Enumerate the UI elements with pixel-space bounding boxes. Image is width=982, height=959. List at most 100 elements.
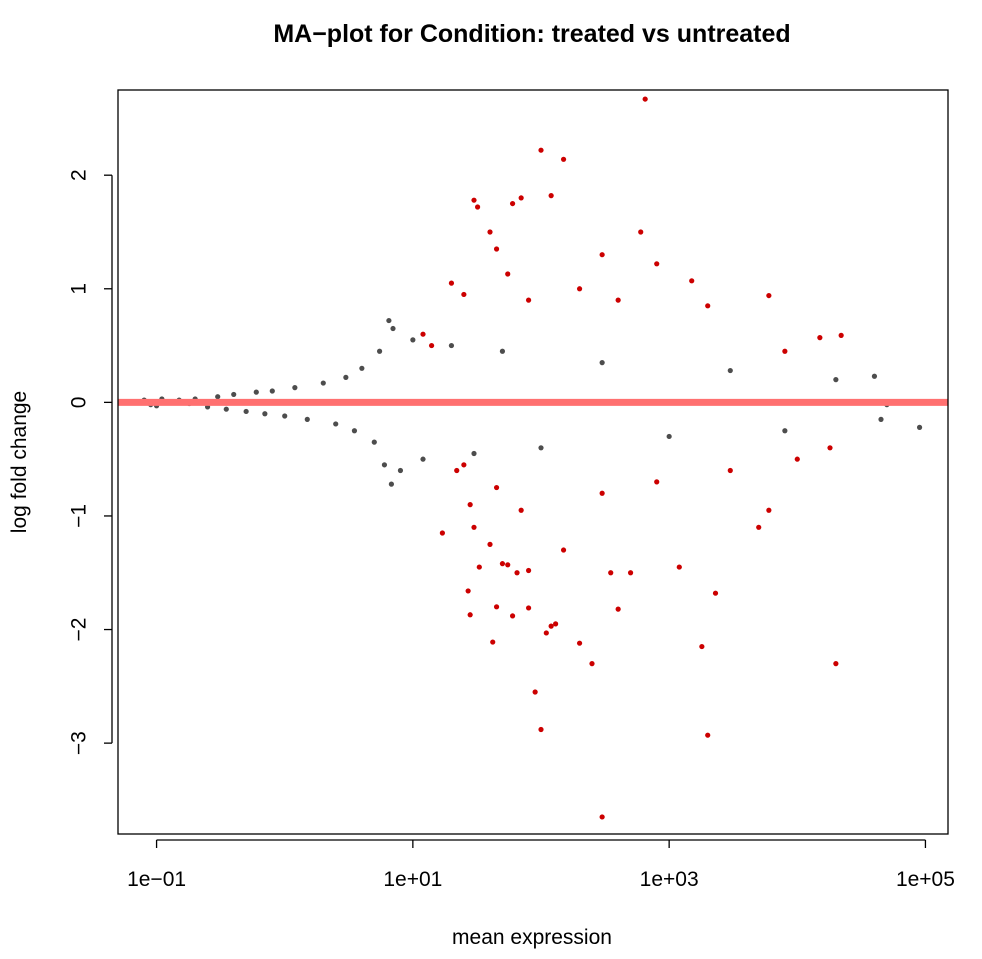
data-point <box>351 428 358 434</box>
data-point <box>538 147 544 153</box>
data-point <box>397 467 404 474</box>
y-tick-label: 2 <box>67 169 90 181</box>
data-point <box>518 195 524 201</box>
data-point <box>689 278 695 284</box>
data-point <box>615 297 621 303</box>
data-point <box>627 570 634 576</box>
data-point <box>756 524 762 530</box>
data-point <box>359 365 365 371</box>
data-point <box>333 421 339 427</box>
points-layer <box>141 96 923 820</box>
data-point <box>509 200 516 207</box>
data-point <box>420 456 426 462</box>
data-point <box>916 424 923 430</box>
y-tick-label: −2 <box>67 618 90 642</box>
data-point <box>499 348 506 354</box>
data-point <box>304 416 310 422</box>
data-point <box>471 450 477 457</box>
data-point <box>465 588 471 594</box>
data-point <box>282 413 288 419</box>
data-point <box>509 613 516 619</box>
data-point <box>292 385 298 391</box>
data-point <box>727 367 733 374</box>
data-point <box>493 604 500 610</box>
data-point <box>420 331 426 337</box>
data-point <box>599 814 605 820</box>
data-point <box>525 605 532 611</box>
data-point <box>543 630 549 636</box>
data-point <box>518 507 524 513</box>
data-point <box>794 456 800 462</box>
data-point <box>576 286 583 292</box>
data-point <box>705 732 711 738</box>
y-tick-label: −3 <box>67 731 90 755</box>
data-point <box>253 389 259 395</box>
data-point <box>548 193 554 199</box>
data-point <box>642 96 648 102</box>
x-tick-label: 1e+05 <box>896 868 955 891</box>
data-point <box>833 661 839 667</box>
data-point <box>471 197 477 203</box>
data-point <box>476 564 482 570</box>
data-point <box>454 467 460 474</box>
y-axis-label: log fold change <box>8 391 31 533</box>
data-point <box>493 246 500 252</box>
data-point <box>381 462 388 468</box>
data-point <box>448 342 455 349</box>
data-point <box>766 292 772 299</box>
data-point <box>376 348 383 354</box>
data-point <box>833 377 839 383</box>
data-point <box>871 373 878 379</box>
data-point <box>386 317 392 324</box>
data-point <box>371 439 377 445</box>
data-point <box>467 502 473 508</box>
data-point <box>699 643 705 650</box>
data-point <box>532 689 538 695</box>
data-point <box>576 640 583 646</box>
data-point <box>560 547 567 553</box>
data-point <box>599 490 605 496</box>
data-point <box>490 639 496 645</box>
data-point <box>712 590 719 596</box>
data-point <box>487 229 493 235</box>
data-point <box>599 360 605 366</box>
data-point <box>461 291 467 298</box>
x-axis-label: mean expression <box>452 926 612 949</box>
data-point <box>505 271 511 277</box>
data-point <box>705 303 711 309</box>
y-tick-label: 0 <box>67 397 90 409</box>
data-point <box>215 394 221 400</box>
data-point <box>538 726 544 733</box>
x-tick-label: 1e+03 <box>640 868 699 891</box>
chart-title: MA−plot for Condition: treated vs untrea… <box>273 20 790 48</box>
data-point <box>782 348 788 354</box>
x-axis: 1e−01 1e+01 1e+03 1e+05 <box>127 839 955 891</box>
data-point <box>428 342 435 349</box>
data-point <box>817 335 823 341</box>
data-point <box>231 391 237 398</box>
data-point <box>471 524 477 530</box>
data-point <box>448 280 455 286</box>
data-point <box>638 229 644 235</box>
y-tick-label: 1 <box>67 283 90 295</box>
data-point <box>654 479 660 485</box>
data-point <box>525 297 532 303</box>
data-point <box>243 408 249 415</box>
plot-frame <box>117 89 949 835</box>
x-tick-label: 1e−01 <box>127 868 186 891</box>
data-point <box>487 541 493 547</box>
data-point <box>343 374 349 380</box>
y-axis: −3 −2 −1 0 1 2 <box>67 169 113 755</box>
data-point <box>439 530 445 536</box>
data-point <box>505 562 511 568</box>
data-point <box>410 337 416 343</box>
data-point <box>390 325 396 332</box>
data-point <box>782 428 788 434</box>
data-point <box>589 661 595 667</box>
data-point <box>493 484 500 491</box>
data-point <box>676 564 682 570</box>
data-point <box>553 621 559 627</box>
data-point <box>548 623 554 629</box>
data-point <box>269 388 275 394</box>
